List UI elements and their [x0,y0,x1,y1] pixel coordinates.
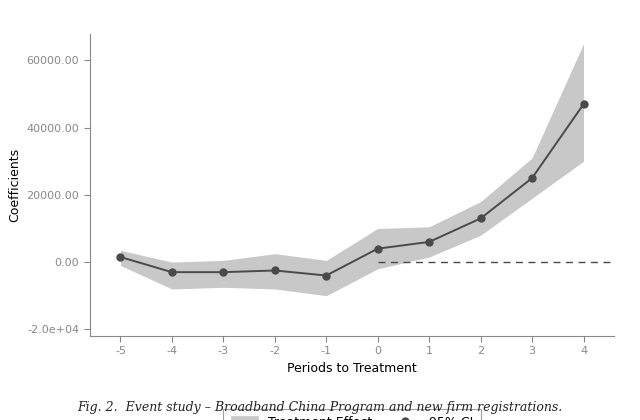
Y-axis label: Coefficients: Coefficients [8,148,21,222]
Text: Fig. 2.  Event study – Broadband China Program and new firm registrations.: Fig. 2. Event study – Broadband China Pr… [77,401,563,414]
X-axis label: Periods to Treatment: Periods to Treatment [287,362,417,375]
Legend: Treatment Effect, 95% CI: Treatment Effect, 95% CI [223,409,481,420]
